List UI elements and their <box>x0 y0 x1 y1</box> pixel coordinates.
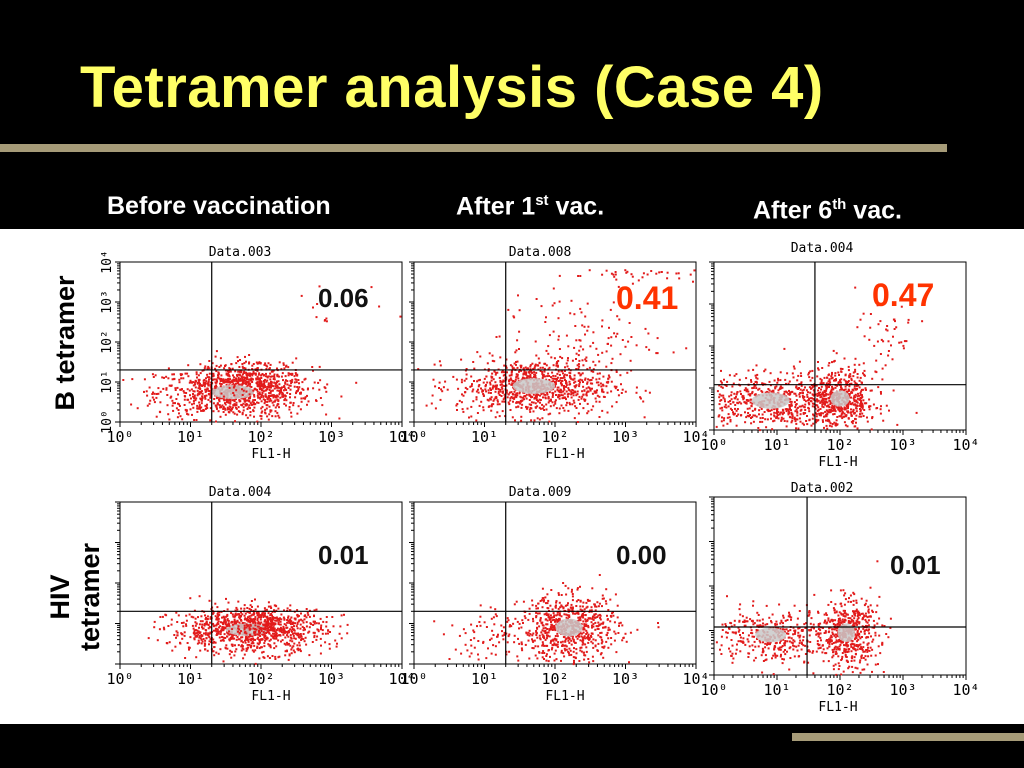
x-tick-label: 10⁴ <box>388 428 415 446</box>
quadrant-percentage: 0.01 <box>318 540 369 570</box>
x-tick-label: 10² <box>541 428 568 446</box>
slide-title: Tetramer analysis (Case 4) <box>80 55 824 120</box>
x-tick-label: 10² <box>826 436 853 454</box>
x-axis-label: FL1-H <box>545 689 584 704</box>
x-axis-label: FL1-H <box>545 447 584 462</box>
title-underline <box>0 144 947 152</box>
x-tick-label: 10² <box>247 670 274 688</box>
quadrant-percentage: 0.06 <box>318 283 369 313</box>
event-dots <box>715 560 892 676</box>
x-tick-label: 10² <box>541 670 568 688</box>
x-tick-label: 10¹ <box>763 436 790 454</box>
x-tick-label: 10¹ <box>471 428 498 446</box>
x-tick-label: 10⁰ <box>700 681 727 699</box>
y-tick-label: 10⁰ <box>100 410 115 433</box>
density-core <box>512 378 556 394</box>
x-tick-label: 10⁴ <box>682 428 709 446</box>
y-tick-label: 10⁴ <box>100 250 115 273</box>
dot-plot-3: 10⁰ 10¹ 10² 10³ 10⁴ FL1-H Data.004 0.47 <box>700 241 979 470</box>
density-core <box>837 623 855 642</box>
x-tick-label: 10³ <box>318 428 345 446</box>
x-tick-label: 10⁴ <box>388 670 415 688</box>
x-tick-label: 10¹ <box>177 428 204 446</box>
x-tick-label: 10¹ <box>471 670 498 688</box>
dot-plot-2: 10⁰ 10¹ 10² 10³ 10⁴ FL1-H Data.008 0.41 <box>400 245 709 462</box>
x-tick-label: 10² <box>826 681 853 699</box>
x-tick-label: 10⁰ <box>400 428 427 446</box>
x-tick-label: 10⁰ <box>400 670 427 688</box>
x-tick-label: 10⁴ <box>682 670 709 688</box>
data-file-name: Data.002 <box>791 481 854 496</box>
dot-plot-5: 10⁰ 10¹ 10² 10³ 10⁴ FL1-H Data.009 0.00 <box>400 485 709 704</box>
x-tick-label: 10³ <box>612 428 639 446</box>
event-dots <box>417 269 696 423</box>
x-tick-label: 10³ <box>889 681 916 699</box>
event-dots <box>147 595 349 665</box>
x-axis-label: FL1-H <box>818 700 857 715</box>
x-axis-label: FL1-H <box>251 689 290 704</box>
x-axis-label: FL1-H <box>251 447 290 462</box>
density-core <box>830 390 850 407</box>
quadrant-percentage: 0.00 <box>616 540 667 570</box>
density-core <box>755 627 787 643</box>
event-dots <box>122 285 402 423</box>
x-tick-label: 10³ <box>612 670 639 688</box>
data-file-name: Data.008 <box>509 245 572 260</box>
x-tick-label: 10² <box>247 428 274 446</box>
dot-plot-4: 10⁰ 10¹ 10² 10³ 10⁴ FL1-H Data.004 0.01 <box>106 485 415 704</box>
data-file-name: Data.009 <box>509 485 572 500</box>
column-header-after-6th-vac: After 6th vac. <box>753 196 902 225</box>
column-header-after-1st-vac: After 1st vac. <box>456 192 605 221</box>
bottom-accent-bar <box>792 733 1024 741</box>
quadrant-percentage: 0.47 <box>872 277 934 313</box>
density-core <box>751 392 790 409</box>
quadrant-percentage: 0.41 <box>616 280 678 316</box>
x-tick-label: 10³ <box>318 670 345 688</box>
x-tick-label: 10⁴ <box>952 436 979 454</box>
y-tick-label: 10¹ <box>100 370 115 393</box>
event-dots <box>433 574 660 666</box>
data-file-name: Data.003 <box>209 245 272 260</box>
x-tick-label: 10⁰ <box>700 436 727 454</box>
data-file-name: Data.004 <box>791 241 854 256</box>
y-tick-label: 10² <box>100 330 115 353</box>
x-tick-label: 10¹ <box>177 670 204 688</box>
x-tick-label: 10⁰ <box>106 670 133 688</box>
y-tick-label: 10³ <box>100 290 115 313</box>
quadrant-percentage: 0.01 <box>890 550 941 580</box>
row-label-hiv-tetramer: HIV tetramer <box>45 542 105 652</box>
event-dots <box>715 286 924 432</box>
row-label-b-tetramer: B tetramer <box>50 275 80 411</box>
density-core <box>555 618 583 637</box>
x-tick-label: 10⁰ <box>106 428 133 446</box>
x-tick-label: 10³ <box>889 436 916 454</box>
x-axis-label: FL1-H <box>818 455 857 470</box>
x-tick-label: 10⁴ <box>952 681 979 699</box>
column-header-before-vaccination: Before vaccination <box>107 192 331 220</box>
x-tick-label: 10¹ <box>763 681 790 699</box>
data-file-name: Data.004 <box>209 485 272 500</box>
dot-plot-6: 10⁰ 10¹ 10² 10³ 10⁴ FL1-H Data.002 0.01 <box>700 481 979 715</box>
